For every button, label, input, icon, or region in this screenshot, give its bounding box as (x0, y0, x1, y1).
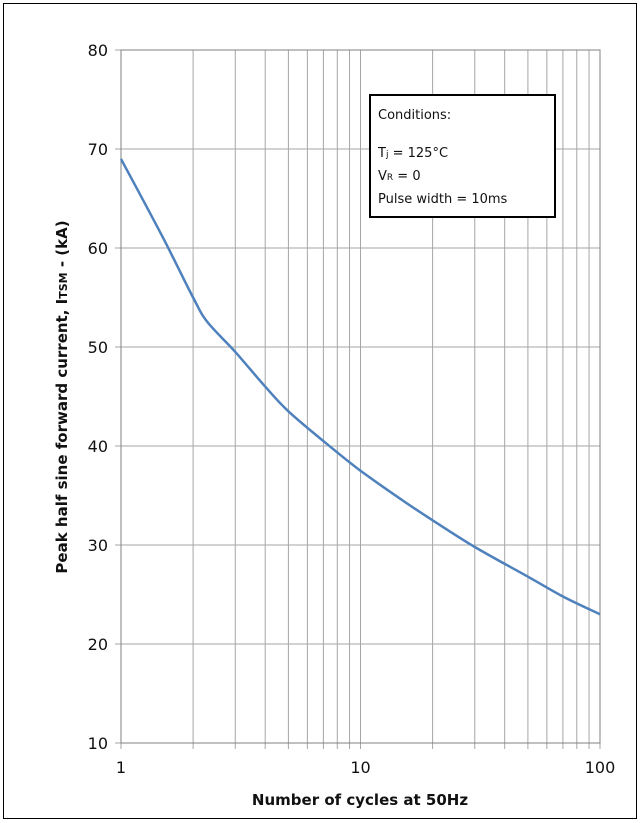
tj-sub: j (385, 150, 389, 160)
y-axis-title-main: Peak half sine forward current, I (53, 299, 71, 574)
y-tick-label: 10 (88, 734, 108, 753)
x-tick-label: 10 (350, 758, 370, 777)
plot-area-border (120, 49, 601, 744)
vr-sub: R (387, 173, 393, 183)
conditions-line-tj: Tj = 125°C (377, 146, 448, 161)
conditions-line-pulse: Pulse width = 10ms (378, 192, 508, 207)
tj-tail: = 125°C (388, 146, 448, 161)
y-tick-label: 20 (88, 635, 108, 654)
x-tick-label: 100 (585, 758, 616, 777)
conditions-line-vr: VR = 0 (378, 169, 421, 184)
conditions-box: Conditions: Tj = 125°C VR = 0 Pulse widt… (369, 94, 556, 218)
x-axis-title: Number of cycles at 50Hz (252, 791, 468, 809)
conditions-title: Conditions: (378, 108, 451, 123)
y-tick-label: 80 (88, 41, 108, 60)
vr-main: V (378, 169, 387, 184)
figure-frame (3, 3, 637, 819)
y-axis-title: Peak half sine forward current, ITSM - (… (53, 220, 71, 573)
y-axis-title-sub: TSM (57, 272, 70, 298)
x-tick-labels: 1 10 100 (116, 758, 615, 777)
y-tick-labels: 10 20 30 40 50 60 70 80 (88, 41, 108, 753)
x-tick-label: 1 (116, 758, 126, 777)
y-tick-label: 60 (88, 239, 108, 258)
tj-main: T (377, 146, 386, 161)
y-tick-label: 70 (88, 140, 108, 159)
conditions-box-border (369, 94, 556, 218)
series-line (119, 158, 601, 616)
y-tick-label: 40 (88, 437, 108, 456)
y-axis-title-tail: - (kA) (53, 220, 71, 272)
y-tick-label: 50 (88, 338, 108, 357)
vr-tail: = 0 (393, 169, 420, 184)
y-tick-label: 30 (88, 536, 108, 555)
